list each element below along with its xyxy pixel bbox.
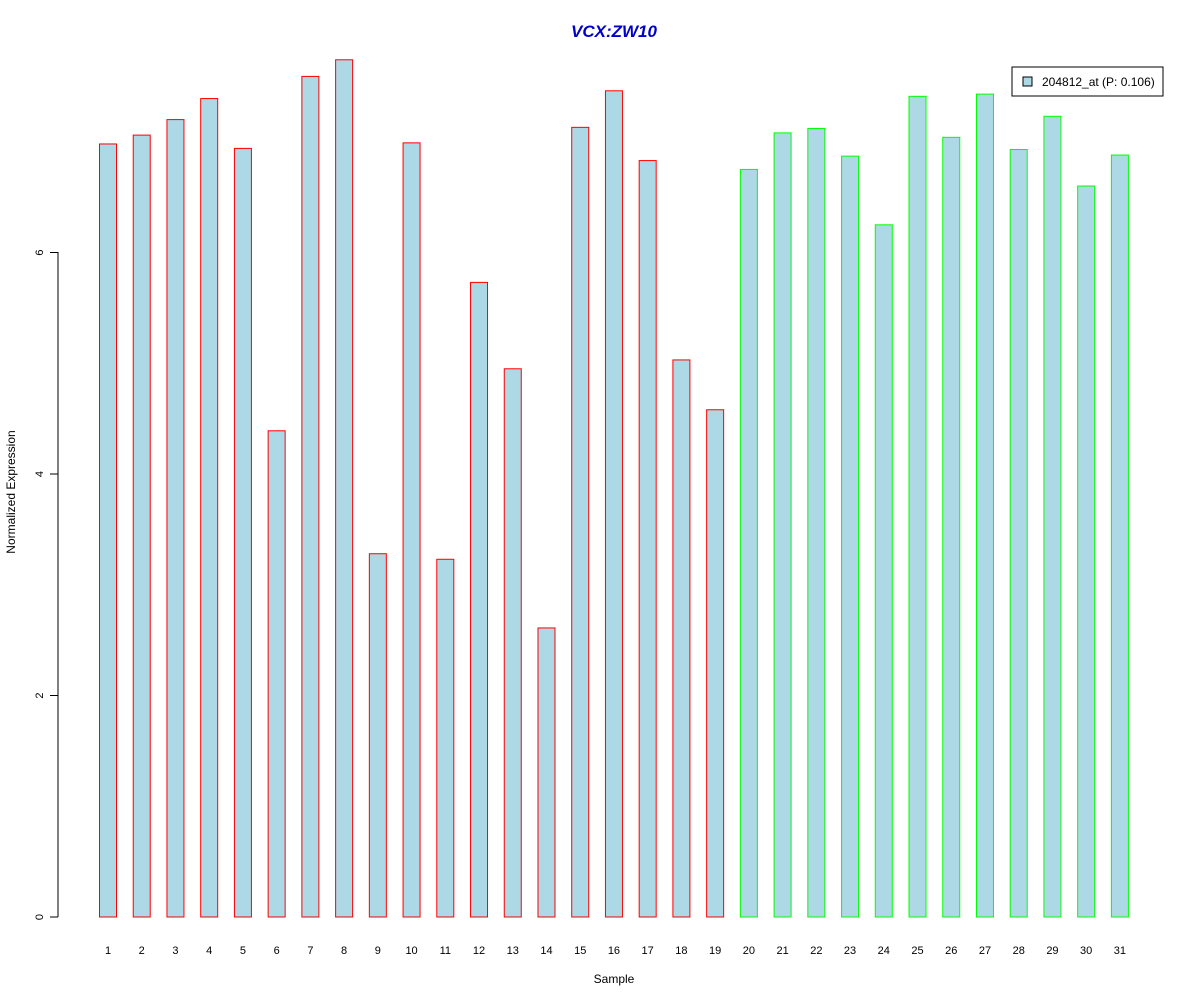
bar-sample-23 <box>841 155 860 918</box>
bar-sample-19 <box>706 409 725 918</box>
legend-swatch <box>1022 76 1033 87</box>
x-tick-label-16: 16 <box>608 945 620 957</box>
x-tick-label-8: 8 <box>341 945 347 957</box>
bar-sample-8 <box>335 59 354 918</box>
x-tick-label-30: 30 <box>1080 945 1092 957</box>
x-tick-label-28: 28 <box>1013 945 1025 957</box>
legend-box <box>1011 66 1164 97</box>
x-tick-label-5: 5 <box>240 945 246 957</box>
chart-title: VCX:ZW10 <box>571 22 658 41</box>
x-tick-label-26: 26 <box>945 945 957 957</box>
x-tick-labels: 1 2 3 4 5 6 7 8 9 10 11 12 13 14 15 16 17 18 19 20 21 22 23 24 2… <box>105 945 1126 957</box>
x-tick-label-10: 10 <box>405 945 417 957</box>
bar-sample-30 <box>1077 185 1096 918</box>
x-tick-label-4: 4 <box>206 945 212 957</box>
bar-sample-9 <box>368 553 387 918</box>
bar-sample-15 <box>571 126 590 918</box>
x-tick-label-21: 21 <box>776 945 788 957</box>
x-tick-label-6: 6 <box>274 945 280 957</box>
x-tick-label-9: 9 <box>375 945 381 957</box>
y-tick-label: 6 <box>34 249 46 255</box>
x-tick-label-12: 12 <box>473 945 485 957</box>
x-tick-label-13: 13 <box>507 945 519 957</box>
bar-sample-24 <box>874 224 893 918</box>
x-axis-title: Sample <box>594 972 635 986</box>
bar-sample-4 <box>200 98 219 918</box>
bar-sample-13 <box>503 368 522 918</box>
bar-sample-28 <box>1009 149 1028 918</box>
bars <box>99 59 1129 918</box>
bar-sample-22 <box>807 127 826 918</box>
bar-sample-14 <box>537 627 556 918</box>
x-tick-label-15: 15 <box>574 945 586 957</box>
bar-sample-12 <box>470 281 489 918</box>
x-tick-label-19: 19 <box>709 945 721 957</box>
x-tick-label-25: 25 <box>911 945 923 957</box>
x-tick-label-22: 22 <box>810 945 822 957</box>
x-tick-label-23: 23 <box>844 945 856 957</box>
bar-sample-10 <box>402 142 421 918</box>
x-tick-label-17: 17 <box>642 945 654 957</box>
bar-sample-26 <box>942 136 961 918</box>
bar-sample-6 <box>267 430 286 918</box>
x-tick-label-7: 7 <box>307 945 313 957</box>
x-tick-label-14: 14 <box>540 945 552 957</box>
bar-sample-2 <box>132 134 151 918</box>
bar-sample-18 <box>672 359 691 918</box>
x-tick-label-2: 2 <box>139 945 145 957</box>
bar-sample-16 <box>604 90 623 918</box>
x-tick-label-31: 31 <box>1114 945 1126 957</box>
x-tick-label-27: 27 <box>979 945 991 957</box>
bar-sample-27 <box>975 93 994 918</box>
y-tick-label: 4 <box>34 471 46 477</box>
x-tick-label-1: 1 <box>105 945 111 957</box>
bar-sample-1 <box>99 143 117 918</box>
x-tick-label-11: 11 <box>440 945 451 957</box>
x-tick-label-18: 18 <box>675 945 687 957</box>
bar-sample-11 <box>436 558 455 918</box>
bar-sample-3 <box>166 119 185 918</box>
legend: 204812_at (P: 0.106) <box>1011 66 1164 97</box>
y-ticks: 0 2 4 6 <box>34 249 58 920</box>
x-tick-label-20: 20 <box>743 945 755 957</box>
x-tick-label-3: 3 <box>172 945 178 957</box>
y-tick-label: 2 <box>34 692 46 698</box>
bar-sample-5 <box>233 147 252 918</box>
bar-sample-31 <box>1110 154 1129 918</box>
x-tick-label-29: 29 <box>1046 945 1058 957</box>
bar-sample-17 <box>638 160 657 918</box>
y-axis-title: Normalized Expression <box>4 430 18 553</box>
y-tick-label: 0 <box>34 914 46 920</box>
y-axis: 0 2 4 6 <box>34 249 59 920</box>
bar-sample-20 <box>739 168 758 918</box>
bar-sample-29 <box>1043 115 1062 918</box>
x-tick-label-24: 24 <box>878 945 890 957</box>
bar-sample-21 <box>773 132 792 918</box>
bar-sample-7 <box>301 75 320 918</box>
bar-sample-25 <box>908 95 927 918</box>
legend-label: 204812_at (P: 0.106) <box>1042 75 1155 89</box>
